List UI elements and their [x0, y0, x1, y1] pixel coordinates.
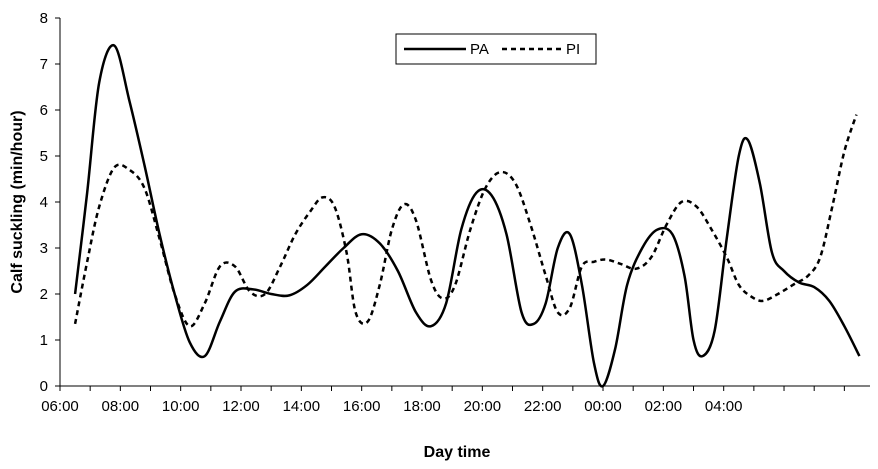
legend-label-pi: PI: [566, 41, 580, 58]
series-lines: [73, 44, 861, 388]
series-line-pa: [73, 44, 861, 388]
y-tick-label: 5: [40, 148, 48, 165]
series-line-pi: [73, 114, 858, 328]
x-tick-label: 04:00: [705, 398, 743, 415]
y-tick-label: 3: [40, 240, 48, 257]
x-tick-label: 14:00: [283, 398, 321, 415]
y-tick-label: 7: [40, 56, 48, 73]
x-tick-label: 00:00: [584, 398, 622, 415]
legend-label-pa: PA: [470, 41, 489, 58]
x-tick-label: 10:00: [162, 398, 200, 415]
y-tick-label: 1: [40, 332, 48, 349]
x-tick-label: 08:00: [102, 398, 140, 415]
y-axis-ticks: 0 1 2 3 4 5 6 7 8: [40, 10, 60, 395]
y-tick-label: 2: [40, 286, 48, 303]
y-tick-label: 8: [40, 10, 48, 27]
x-axis-title: Day time: [424, 444, 491, 461]
legend: PA PI: [395, 33, 597, 65]
x-tick-label: 12:00: [222, 398, 260, 415]
x-tick-label: 20:00: [464, 398, 502, 415]
x-tick-label: 02:00: [645, 398, 683, 415]
x-tick-label: 22:00: [524, 398, 562, 415]
y-tick-label: 6: [40, 102, 48, 119]
x-axis-ticks: 06:00 08:00 10:00 12:00 14:00 16:00 18:00 20:00…: [41, 386, 845, 415]
y-tick-label: 4: [40, 194, 48, 211]
y-tick-label: 0: [40, 378, 48, 395]
x-tick-label: 06:00: [41, 398, 79, 415]
axes: [59, 18, 870, 387]
x-tick-label: 18:00: [403, 398, 441, 415]
y-axis-title: Calf suckling (min/hour): [9, 110, 26, 293]
x-tick-label: 16:00: [343, 398, 381, 415]
